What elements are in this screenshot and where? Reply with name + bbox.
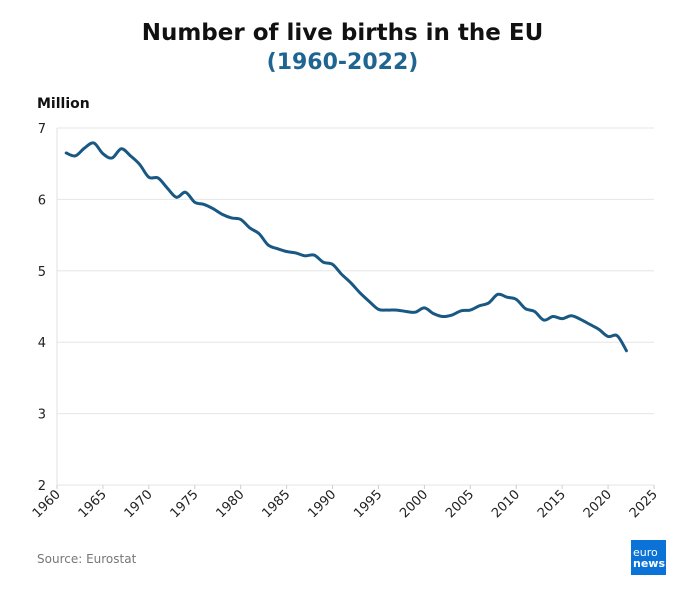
x-tick-label: 2010 [489,487,523,521]
x-tick-label: 1990 [305,487,339,521]
x-tick-label: 1970 [122,487,156,521]
x-tick-label: 1980 [214,487,248,521]
x-tick-label: 1975 [168,487,202,521]
series-lines [64,141,628,353]
x-tick-label: 2015 [535,487,569,521]
chart-title: Number of live births in the EU [141,20,544,46]
y-tick-label: 3 [38,408,46,423]
x-tick-label: 2020 [581,487,615,521]
logo-line-2: news. [633,556,670,570]
x-axis-ticks: 1960 1965 1970 1975 1980 1985 1990 1995 2000 2005… [30,487,661,521]
y-tick-label: 4 [38,336,46,351]
y-tick-label: 6 [38,193,46,208]
y-axis-ticks: 2 3 4 5 6 7 [38,122,46,494]
x-tick-label: 1965 [76,487,110,521]
y-tick-label: 5 [38,265,46,280]
x-tick-label: 2005 [443,487,477,521]
euronews-logo: euro news. [631,540,670,575]
grid-lines [56,127,655,489]
x-tick-label: 2000 [397,487,431,521]
series-line-0 [64,141,628,353]
y-axis-label: Million [37,96,90,112]
source-note: Source: Eurostat [37,552,137,566]
chart-subtitle: (1960-2022) [266,50,419,75]
logo-line-1: euro [633,545,658,559]
line-chart: 2 3 4 5 6 7 1960 1965 1970 1975 1980 1985 1990 1995 2… [30,122,661,521]
y-tick-label: 7 [38,122,46,137]
y-tick-label: 2 [38,479,46,494]
x-tick-label: 1995 [351,487,385,521]
x-tick-label: 1985 [259,487,293,521]
x-tick-label: 2025 [627,487,661,521]
x-tick-label: 1960 [30,487,64,521]
